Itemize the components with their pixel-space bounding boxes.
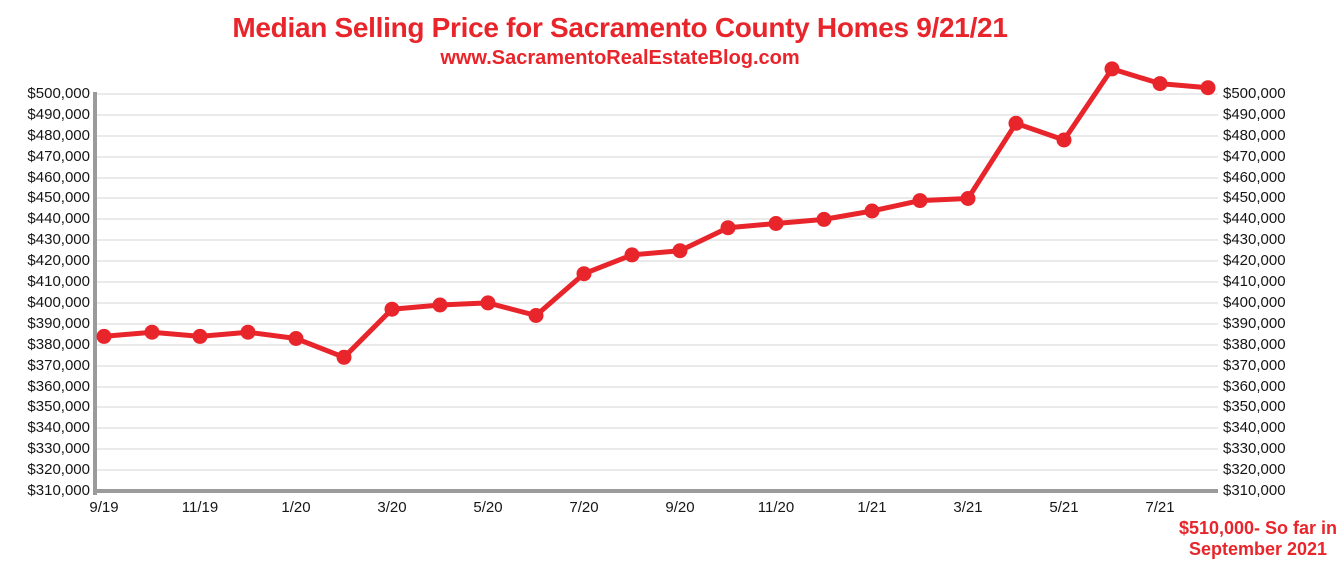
y-axis-label-right: $330,000 xyxy=(1223,440,1286,458)
data-point-marker xyxy=(384,301,400,317)
y-axis-label-right: $380,000 xyxy=(1223,335,1286,353)
data-point-marker xyxy=(720,220,736,236)
y-axis-label-left: $330,000 xyxy=(27,440,90,458)
data-point-marker xyxy=(432,297,448,313)
gridline xyxy=(97,364,1218,367)
y-axis-label-right: $360,000 xyxy=(1223,377,1286,395)
price-line xyxy=(101,66,1211,360)
y-axis-label-right: $420,000 xyxy=(1223,252,1286,270)
annotation-line2: September 2021 xyxy=(1188,539,1328,559)
y-axis-label-left: $500,000 xyxy=(27,85,90,102)
y-axis-label-right: $410,000 xyxy=(1223,273,1286,291)
annotation-line1: $510,000- So far in xyxy=(1178,518,1338,538)
y-axis-label-left: $380,000 xyxy=(27,335,90,353)
data-point-marker xyxy=(192,328,208,344)
x-axis-label: 9/19 xyxy=(89,499,119,516)
gridline xyxy=(97,301,1218,304)
data-point-marker xyxy=(144,324,160,340)
x-axis-line xyxy=(93,489,1218,493)
y-axis-label-right: $400,000 xyxy=(1223,293,1286,311)
y-axis-label-left: $430,000 xyxy=(27,231,90,249)
y-axis-label-right: $350,000 xyxy=(1223,398,1286,416)
x-axis-label: 5/20 xyxy=(473,499,503,516)
chart-subtitle: www.SacramentoRealEstateBlog.com xyxy=(440,47,800,70)
data-point-marker xyxy=(576,266,592,282)
data-point-marker xyxy=(864,203,880,219)
gridline xyxy=(97,469,1218,472)
gridline xyxy=(97,406,1218,409)
data-point-marker xyxy=(528,308,544,323)
data-point-marker xyxy=(96,328,112,344)
data-point-marker xyxy=(672,243,688,259)
gridline xyxy=(97,239,1218,242)
x-axis-label: 9/20 xyxy=(665,499,695,516)
y-axis-label-right: $490,000 xyxy=(1223,105,1286,123)
data-point-marker xyxy=(240,324,256,340)
y-axis-label-left: $410,000 xyxy=(27,273,90,291)
y-axis-label-right: $430,000 xyxy=(1223,231,1286,249)
chart-title: Median Selling Price for Sacramento Coun… xyxy=(232,12,1008,43)
gridline xyxy=(97,218,1218,221)
x-axis-label: 7/21 xyxy=(1145,499,1175,516)
x-axis-label: 1/21 xyxy=(857,499,887,516)
y-axis-label-right: $340,000 xyxy=(1223,419,1286,437)
y-axis-label-right: $470,000 xyxy=(1223,147,1286,165)
y-axis-label-left: $440,000 xyxy=(27,210,90,228)
y-axis-label-left: $310,000 xyxy=(27,482,90,499)
y-axis-label-right: $390,000 xyxy=(1223,314,1286,332)
x-axis-label: 5/21 xyxy=(1049,499,1079,516)
gridline xyxy=(97,197,1218,200)
september-annotation: $510,000- So far in September 2021 xyxy=(1176,518,1340,560)
y-axis-label-left: $490,000 xyxy=(27,105,90,123)
gridline xyxy=(97,322,1218,325)
gridline xyxy=(97,385,1218,388)
y-axis-line xyxy=(93,92,97,495)
y-axis-label-left: $480,000 xyxy=(27,126,90,144)
gridline xyxy=(97,176,1218,179)
y-axis-label-left: $350,000 xyxy=(27,398,90,416)
data-point-marker xyxy=(1152,76,1168,92)
y-axis-label-right: $480,000 xyxy=(1223,126,1286,144)
y-axis-label-left: $340,000 xyxy=(27,419,90,437)
y-axis-label-left: $390,000 xyxy=(27,314,90,332)
chart-header: Median Selling Price for Sacramento Coun… xyxy=(0,12,1240,70)
y-axis-label-left: $420,000 xyxy=(27,252,90,270)
gridline xyxy=(97,281,1218,284)
gridline xyxy=(97,343,1218,346)
gridline xyxy=(97,448,1218,451)
gridline xyxy=(97,155,1218,158)
gridline xyxy=(97,427,1218,430)
y-axis-label-left: $460,000 xyxy=(27,168,90,186)
x-axis-label: 7/20 xyxy=(569,499,599,516)
y-axis-label-right: $450,000 xyxy=(1223,189,1286,207)
y-axis-label-left: $320,000 xyxy=(27,461,90,479)
data-point-marker xyxy=(1008,115,1024,131)
y-axis-label-left: $470,000 xyxy=(27,147,90,165)
gridline xyxy=(97,113,1218,116)
y-axis-label-right: $370,000 xyxy=(1223,356,1286,374)
y-axis-label-left: $400,000 xyxy=(27,293,90,311)
x-axis-label: 11/20 xyxy=(757,499,795,516)
y-axis-label-right: $500,000 xyxy=(1223,85,1286,102)
y-axis-label-right: $440,000 xyxy=(1223,210,1286,228)
y-axis-label-left: $360,000 xyxy=(27,377,90,395)
gridline xyxy=(97,260,1218,263)
data-point-marker xyxy=(912,193,928,209)
gridline xyxy=(97,134,1218,137)
y-axis-label-left: $370,000 xyxy=(27,356,90,374)
y-axis-label-right: $320,000 xyxy=(1223,461,1286,479)
gridline xyxy=(97,93,1218,95)
x-axis-label: 1/20 xyxy=(281,499,311,516)
y-axis-label-left: $450,000 xyxy=(27,189,90,207)
y-axis-label-right: $460,000 xyxy=(1223,168,1286,186)
x-axis-label: 11/19 xyxy=(181,499,219,516)
data-point-marker xyxy=(336,349,352,365)
y-axis-label-right: $310,000 xyxy=(1223,482,1286,499)
x-axis-label: 3/21 xyxy=(953,499,983,516)
x-axis-label: 3/20 xyxy=(377,499,407,516)
